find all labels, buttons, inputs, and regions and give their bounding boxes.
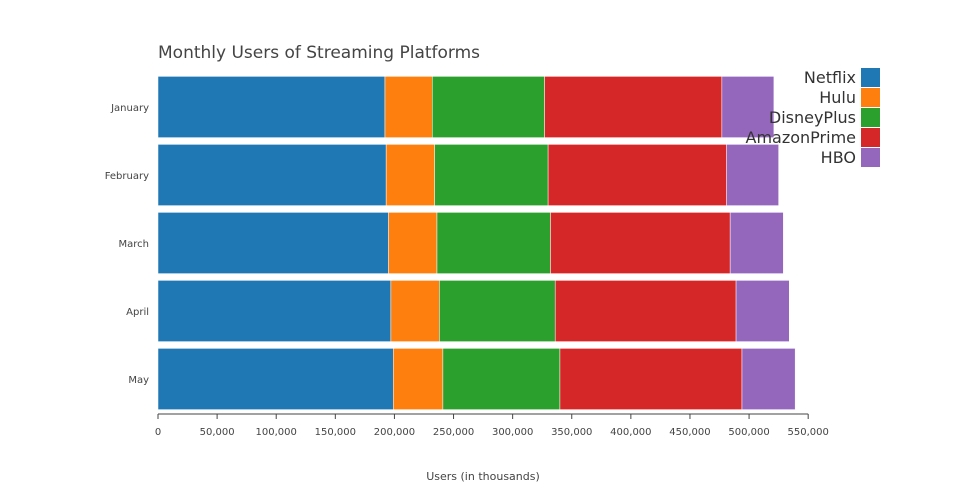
bar-hulu-may: [392, 348, 444, 410]
y-tick-label-april: April: [126, 307, 149, 318]
bar-disneyplus-february: [434, 144, 549, 206]
x-tick-label: 200,000: [374, 427, 415, 438]
legend-swatch-netflix: [861, 68, 880, 87]
bar-hbo-may: [741, 348, 796, 410]
legend-swatch-hulu: [861, 88, 880, 107]
bar-amazonprime-january: [544, 76, 723, 138]
bar-disneyplus-january: [432, 76, 545, 138]
bar-hulu-january: [384, 76, 433, 138]
bar-netflix-may: [157, 348, 394, 410]
bar-hbo-february: [726, 144, 779, 206]
y-tick-label-january: January: [110, 103, 149, 114]
x-tick-label: 150,000: [315, 427, 356, 438]
bar-disneyplus-march: [436, 212, 551, 274]
bar-netflix-february: [157, 144, 387, 206]
x-tick-label: 300,000: [492, 427, 533, 438]
y-tick-label-may: May: [128, 375, 149, 386]
x-tick-label: 400,000: [610, 427, 651, 438]
y-tick-label-march: March: [119, 239, 149, 250]
legend-swatch-disneyplus: [861, 108, 880, 127]
bar-netflix-march: [157, 212, 389, 274]
legend-label-hulu: Hulu: [819, 88, 856, 107]
x-tick-label: 450,000: [669, 427, 710, 438]
bar-amazonprime-may: [559, 348, 743, 410]
bar-disneyplus-april: [439, 280, 556, 342]
x-tick-label: 550,000: [787, 427, 828, 438]
x-tick-label: 0: [155, 427, 161, 438]
y-axis: January February March April May: [105, 103, 149, 386]
bar-amazonprime-february: [547, 144, 727, 206]
legend-label-disneyplus: DisneyPlus: [769, 108, 856, 127]
bar-hbo-march: [729, 212, 784, 274]
x-tick-label: 500,000: [728, 427, 769, 438]
y-tick-label-february: February: [105, 171, 149, 182]
bar-disneyplus-may: [442, 348, 561, 410]
legend-label-netflix: Netflix: [804, 68, 856, 87]
legend-swatch-amazonprime: [861, 128, 880, 147]
x-tick-label: 50,000: [200, 427, 235, 438]
legend-label-hbo: HBO: [821, 148, 856, 167]
legend-swatch-hbo: [861, 148, 880, 167]
bars-layer: [157, 76, 796, 410]
bar-hbo-april: [735, 280, 790, 342]
bar-amazonprime-april: [554, 280, 737, 342]
bar-hbo-january: [721, 76, 775, 138]
bar-amazonprime-march: [550, 212, 731, 274]
bar-hulu-april: [390, 280, 440, 342]
bar-netflix-january: [157, 76, 386, 138]
x-tick-label: 250,000: [433, 427, 474, 438]
x-axis: 0 50,000 100,000 150,000 200,000 250,000 300,0…: [155, 413, 829, 438]
bar-hulu-march: [388, 212, 438, 274]
chart-title: Monthly Users of Streaming Platforms: [158, 43, 480, 63]
legend-label-amazonprime: AmazonPrime: [746, 128, 856, 147]
bar-hulu-february: [385, 144, 435, 206]
x-tick-label: 350,000: [551, 427, 592, 438]
x-tick-label: 100,000: [256, 427, 297, 438]
x-axis-title: Users (in thousands): [426, 470, 540, 483]
bar-netflix-april: [157, 280, 392, 342]
